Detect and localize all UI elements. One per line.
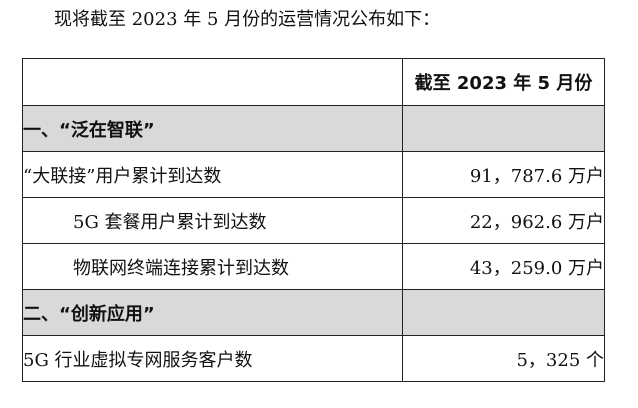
section-blank-cell	[402, 105, 605, 152]
table-header-row: 截至 2023 年 5 月份	[22, 58, 605, 106]
section-title: 二、“创新应用”	[22, 289, 403, 336]
row-label: “大联接”用户累计到达数	[22, 151, 403, 198]
table-row: “大联接”用户累计到达数 91，787.6 万户	[22, 151, 605, 198]
header-period: 截至 2023 年 5 月份	[402, 58, 605, 106]
row-value: 91，787.6 万户	[402, 151, 605, 198]
row-label: 5G 行业虚拟专网服务客户数	[22, 335, 403, 382]
section-title: 一、“泛在智联”	[22, 105, 403, 152]
row-value: 5，325 个	[402, 335, 605, 382]
section-blank-cell	[402, 289, 605, 336]
section-row-innovative-applications: 二、“创新应用”	[22, 289, 605, 336]
table-row: 物联网终端连接累计到达数 43，259.0 万户	[22, 243, 605, 290]
row-label: 物联网终端连接累计到达数	[22, 243, 403, 290]
operations-table: 截至 2023 年 5 月份 一、“泛在智联” “大联接”用户累计到达数 91，…	[22, 58, 605, 382]
section-row-ubiquitous-connectivity: 一、“泛在智联”	[22, 105, 605, 152]
header-blank-cell	[22, 58, 403, 106]
row-value: 43，259.0 万户	[402, 243, 605, 290]
table-row: 5G 套餐用户累计到达数 22，962.6 万户	[22, 197, 605, 244]
intro-text: 现将截至 2023 年 5 月份的运营情况公布如下：	[54, 9, 441, 30]
table-row: 5G 行业虚拟专网服务客户数 5，325 个	[22, 335, 605, 382]
row-label: 5G 套餐用户累计到达数	[22, 197, 403, 244]
row-value: 22，962.6 万户	[402, 197, 605, 244]
